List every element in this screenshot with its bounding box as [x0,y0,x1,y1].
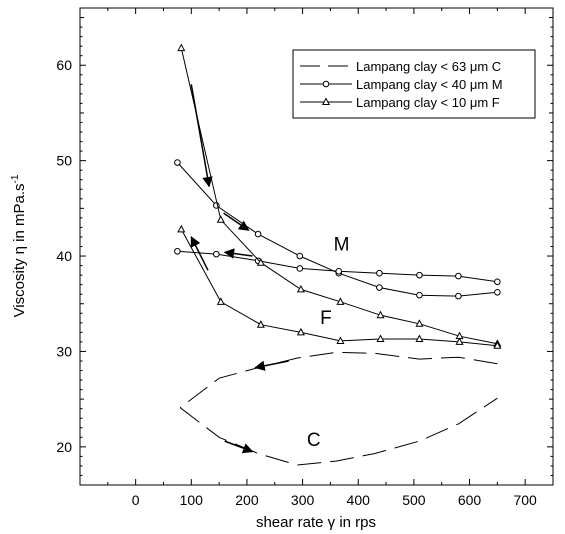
series-line [179,351,498,409]
direction-arrow [223,248,253,259]
curve-label-F: F [320,308,332,329]
data-point [494,288,501,296]
data-point [296,327,305,336]
x-tick-label: 600 [458,492,482,508]
curve-label-C: C [307,430,321,451]
data-point [296,252,304,260]
data-point [415,319,424,327]
legend: Lampang clay < 63 μm C Lampang clay < 40 … [292,49,536,119]
direction-arrow [190,236,209,271]
series-line [179,397,498,466]
legend-marker [322,80,330,88]
arrow-layer [190,84,289,454]
series-2 [177,43,502,349]
legend-label: Lampang clay < 10 μm F [356,95,500,110]
series-layer [174,43,502,466]
data-point [216,215,225,223]
x-tick-label: 100 [180,492,204,508]
series-line [177,250,498,283]
y-tick-label: 30 [56,343,72,359]
data-point [216,297,225,305]
data-point [174,159,181,166]
legend-label: Lampang clay < 40 μm M [356,77,503,92]
data-point [494,278,501,286]
data-point [416,271,423,279]
data-point [177,224,186,233]
data-point [256,258,265,266]
data-point [455,337,464,345]
data-point [213,250,220,258]
data-point [416,291,423,299]
data-point [376,284,383,291]
data-point [296,284,305,293]
y-tick-label: 20 [56,439,72,455]
data-point [256,320,265,328]
y-axis: 20 30 40 50 60 [56,17,553,476]
x-tick-label: 400 [347,492,371,508]
y-axis-title: Viscosity η in mPa.s-1 [10,174,28,317]
data-point [455,272,462,280]
x-axis-title: shear rate γ in rps [256,514,376,531]
direction-arrow [254,360,289,371]
data-point [455,292,462,300]
x-axis: 0 100 200 300 400 500 600 700 [107,8,537,508]
y-axis-title-superscript: -1 [10,174,21,183]
y-tick-label: 60 [56,57,72,73]
direction-arrow [223,212,250,231]
series-1 [174,159,501,300]
x-tick-label: 500 [402,492,426,508]
x-tick-label: 300 [291,492,315,508]
data-point [174,247,181,255]
x-tick-label: 700 [513,492,537,508]
direction-arrow [190,84,213,188]
curve-label-M: M [334,234,350,255]
legend-marker [321,97,331,105]
data-point [376,334,385,343]
y-tick-label: 40 [56,248,72,264]
data-point [415,334,424,343]
x-tick-label: 0 [132,492,140,508]
data-point [376,310,385,319]
data-point [254,230,262,238]
direction-arrow [224,440,254,454]
legend-label: Lampang clay < 63 μm C [356,59,501,74]
data-point [493,341,502,349]
y-tick-label: 50 [56,153,72,169]
series-0 [179,351,498,466]
data-point [336,297,345,305]
data-point [336,336,345,344]
data-point [376,269,383,277]
data-point [335,268,343,275]
data-point [296,265,304,272]
annotation-layer: M F C [307,234,350,451]
data-point [177,43,186,52]
x-tick-label: 200 [235,492,259,508]
y-axis-title-main: Viscosity η in mPa.s [11,183,28,317]
